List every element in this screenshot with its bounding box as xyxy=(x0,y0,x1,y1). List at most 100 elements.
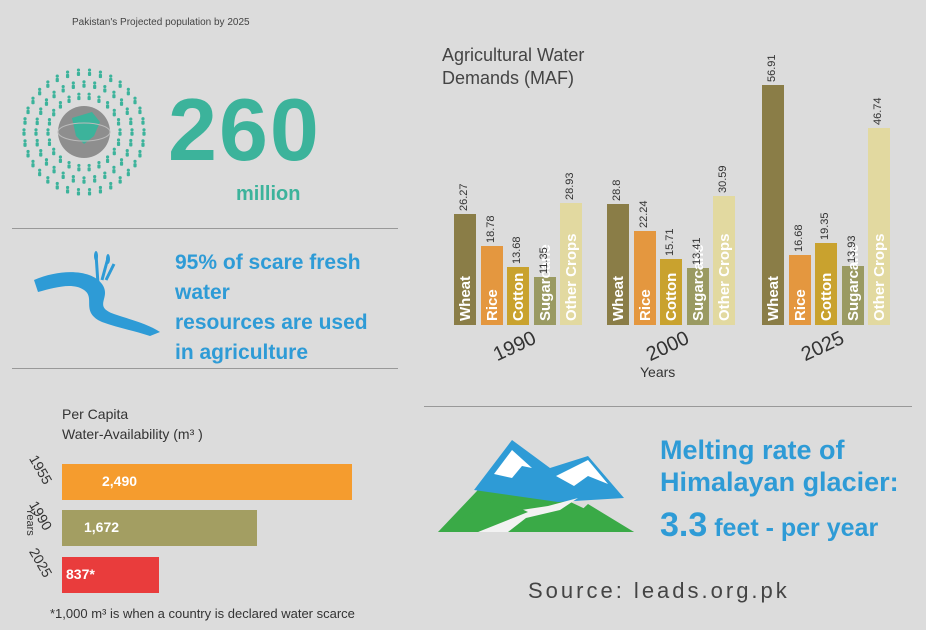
person-icon xyxy=(87,71,92,77)
agri-x-axis-label: Years xyxy=(640,364,676,380)
person-icon xyxy=(46,176,50,180)
person-icon xyxy=(76,71,81,77)
person-icon xyxy=(67,164,71,169)
person-icon xyxy=(67,95,71,99)
person-icon xyxy=(82,176,86,180)
agri-bar-2000-wheat xyxy=(607,203,629,325)
person-icon xyxy=(105,158,110,164)
glacier-line-2: Himalayan glacier: xyxy=(660,467,899,497)
agri-bar-2000-rice xyxy=(633,231,656,325)
person-icon xyxy=(52,112,56,117)
agri-value-label: 13.93 xyxy=(845,235,858,264)
agri-value-label: 28.93 xyxy=(564,172,576,200)
per-capita-year-2025: 2025 xyxy=(26,545,56,580)
person-icon xyxy=(71,178,75,183)
person-icon xyxy=(103,84,107,89)
agri-category-label: Wheat xyxy=(610,276,627,321)
person-icon xyxy=(77,167,81,172)
agri-value-label: 18.78 xyxy=(484,215,497,243)
person-icon xyxy=(112,108,116,112)
person-icon xyxy=(26,109,30,115)
person-icon xyxy=(126,91,130,96)
person-icon xyxy=(126,172,130,177)
person-icon xyxy=(119,98,124,102)
person-icon xyxy=(116,118,121,122)
person-icon xyxy=(31,163,35,168)
agri-value-label: 22.24 xyxy=(637,200,650,229)
person-icon xyxy=(44,158,49,162)
person-icon xyxy=(130,128,134,132)
person-icon xyxy=(82,179,86,184)
person-icon xyxy=(98,70,103,74)
person-icon xyxy=(109,77,113,83)
person-icon xyxy=(119,161,124,166)
agri-value-label: 30.59 xyxy=(717,165,729,193)
person-icon xyxy=(39,110,43,115)
person-icon xyxy=(118,176,122,180)
person-icon xyxy=(52,90,56,94)
agri-bar-2025-rice xyxy=(788,254,811,325)
person-icon xyxy=(76,68,81,72)
per-capita-bar-1990: 1,672 xyxy=(62,510,257,546)
person-icon xyxy=(119,158,124,162)
person-icon xyxy=(58,100,63,105)
person-icon xyxy=(109,185,113,190)
agri-bar-2000-sugarcane xyxy=(686,268,709,325)
person-icon xyxy=(133,96,137,100)
person-icon xyxy=(31,96,35,100)
agri-category-label: Other Crops xyxy=(563,233,580,321)
agri-bar-2000-cotton xyxy=(660,258,682,325)
agri-category-label: Rice xyxy=(483,289,501,321)
person-icon xyxy=(125,149,129,153)
person-icon xyxy=(77,163,81,168)
agri-value-label: 15.71 xyxy=(664,228,676,256)
person-icon xyxy=(52,147,56,151)
agri-bar-2025-other-crops xyxy=(868,127,890,325)
person-icon xyxy=(61,84,65,89)
person-icon xyxy=(141,142,145,147)
per-capita-axis-label: Years xyxy=(24,508,36,536)
person-icon xyxy=(112,147,116,151)
person-icon xyxy=(52,151,56,156)
person-icon xyxy=(34,131,38,136)
person-icon xyxy=(47,118,52,122)
person-icon xyxy=(46,179,50,184)
person-icon xyxy=(61,171,65,175)
person-icon xyxy=(138,106,142,110)
person-icon xyxy=(87,191,92,196)
person-icon xyxy=(23,142,27,147)
person-icon xyxy=(133,163,137,168)
person-icon xyxy=(55,185,59,190)
person-icon xyxy=(118,179,122,184)
person-icon xyxy=(47,138,52,142)
mountain-icon xyxy=(438,440,634,532)
agri-category-label: Wheat xyxy=(765,276,782,321)
person-icon xyxy=(39,152,43,157)
population-value: 260 xyxy=(168,80,321,179)
agri-title-line-1: Agricultural Water xyxy=(442,45,585,65)
person-icon xyxy=(87,92,91,96)
water-usage-line-1: 95% of scare fresh water xyxy=(175,251,361,304)
person-icon xyxy=(141,139,145,143)
person-icon xyxy=(87,187,92,192)
person-icon xyxy=(133,159,137,163)
person-icon xyxy=(112,90,116,94)
person-icon xyxy=(119,101,124,106)
agri-value-label: 26.27 xyxy=(458,183,470,212)
person-icon xyxy=(52,108,56,112)
person-icon xyxy=(97,95,101,99)
person-icon xyxy=(105,104,110,109)
per-capita-title-line-2: Water-Availability (m³ ) xyxy=(62,426,203,442)
person-icon xyxy=(35,142,39,147)
source-text: Source: leads.org.pk xyxy=(528,578,790,603)
divider-right xyxy=(424,406,912,407)
person-icon xyxy=(38,91,42,96)
per-capita-title: Per Capita Water-Availability (m³ ) xyxy=(62,404,203,444)
agri-group-label-2025: 2025 xyxy=(798,327,848,366)
person-icon xyxy=(38,172,42,177)
water-usage-line-3: in agriculture xyxy=(175,341,309,364)
agri-category-label: Sugarcane xyxy=(689,244,707,321)
agri-value-label: 28.8 xyxy=(611,179,623,201)
person-icon xyxy=(97,98,101,104)
water-usage-text: 95% of scare fresh water resources are u… xyxy=(175,248,405,368)
